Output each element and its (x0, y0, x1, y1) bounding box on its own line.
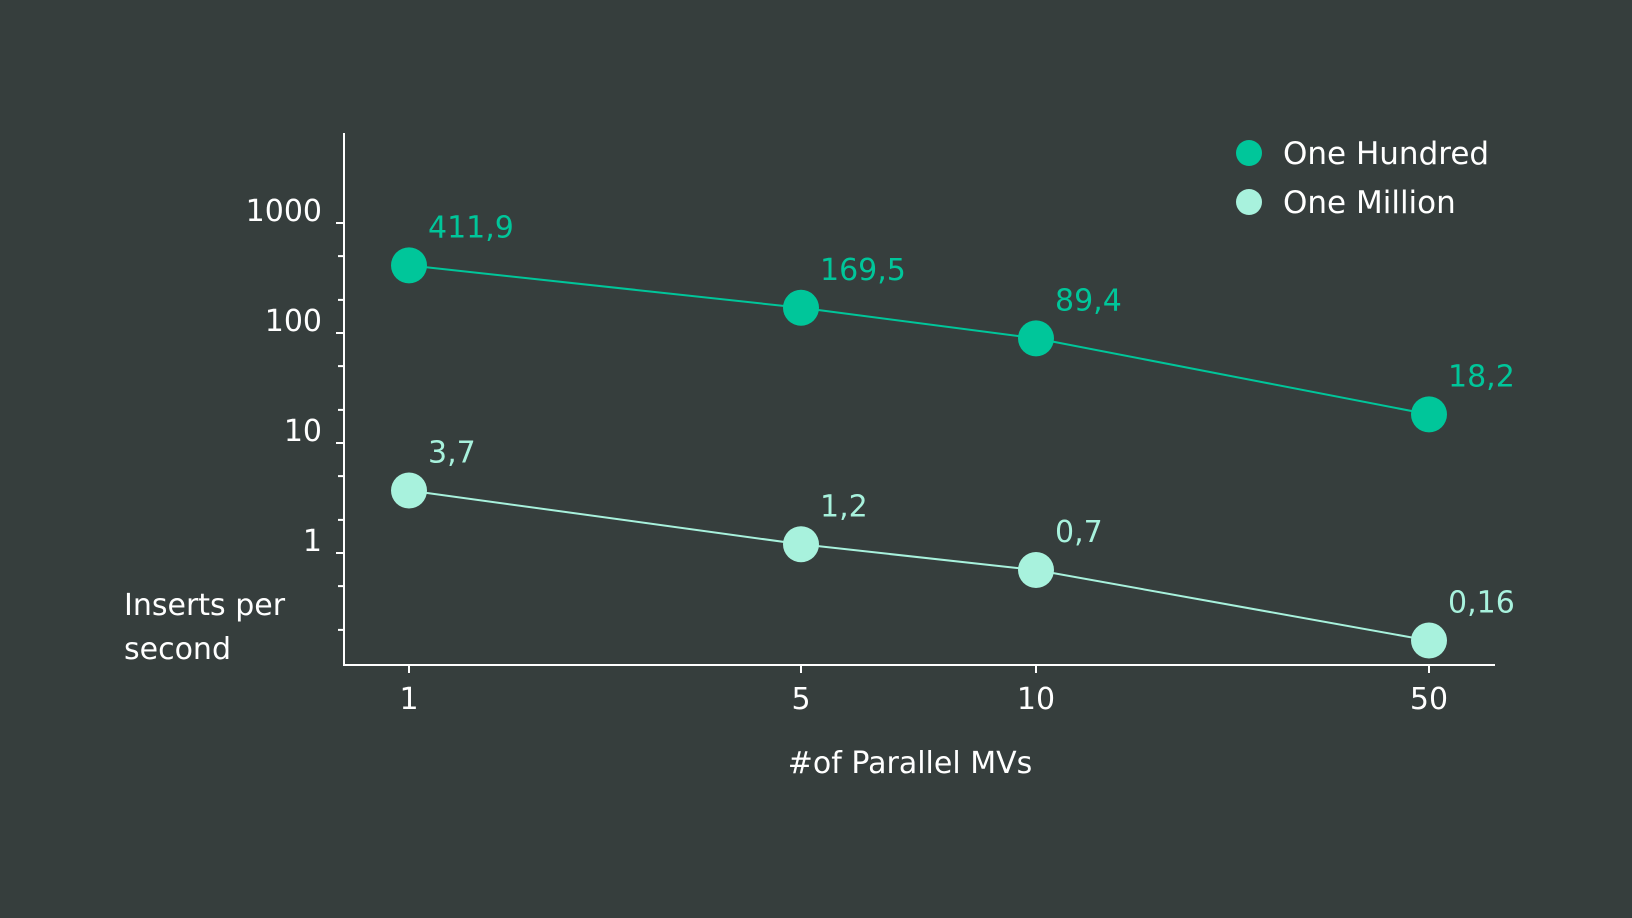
legend-marker (1236, 189, 1262, 215)
data-label: 0,7 (1055, 515, 1103, 550)
x-tick-label: 50 (1410, 682, 1448, 717)
series-one-million: 3,7 1,2 0,7 0,16 (391, 435, 1515, 659)
data-point (1018, 552, 1054, 589)
legend: One Hundred One Million (1236, 136, 1489, 221)
y-axis-title: Inserts per second (124, 588, 295, 667)
y-tick-label: 10 (284, 414, 322, 449)
y-axis-title-line-1: Inserts per (124, 588, 286, 623)
series-line (408, 264, 1430, 416)
data-label: 89,4 (1055, 283, 1122, 318)
data-point (783, 526, 819, 563)
data-point (783, 289, 819, 326)
y-tick-label: 1000 (246, 194, 322, 229)
data-point (1411, 396, 1447, 433)
x-ticks: 1 5 10 50 (399, 665, 1448, 717)
series-one-hundred: 411,9 169,5 89,4 18,2 (391, 210, 1515, 433)
data-label: 3,7 (428, 435, 476, 470)
x-tick-label: 1 (399, 682, 418, 717)
y-axis-title-line-2: second (124, 632, 231, 667)
data-point (391, 247, 427, 284)
x-tick-label: 5 (791, 682, 810, 717)
legend-label: One Million (1283, 185, 1456, 221)
series-layer: 411,9 169,5 89,4 18,2 3,7 1,2 0,7 0,16 (391, 210, 1515, 659)
legend-label: One Hundred (1283, 136, 1489, 172)
axes (343, 133, 1495, 666)
y-tick-label: 100 (265, 304, 322, 339)
y-tick-label: 1 (303, 524, 322, 559)
x-axis-title: #of Parallel MVs (788, 746, 1032, 781)
legend-marker (1236, 140, 1262, 166)
data-label: 18,2 (1448, 359, 1515, 394)
data-label: 1,2 (820, 489, 868, 524)
data-label: 169,5 (820, 253, 906, 288)
data-point (1411, 622, 1447, 659)
data-point (391, 472, 427, 509)
data-label: 0,16 (1448, 586, 1515, 621)
series-line (408, 489, 1430, 642)
data-label: 411,9 (428, 210, 514, 245)
data-point (1018, 320, 1054, 357)
x-tick-label: 10 (1017, 682, 1055, 717)
y-ticks: 1000 100 10 1 (246, 194, 344, 631)
